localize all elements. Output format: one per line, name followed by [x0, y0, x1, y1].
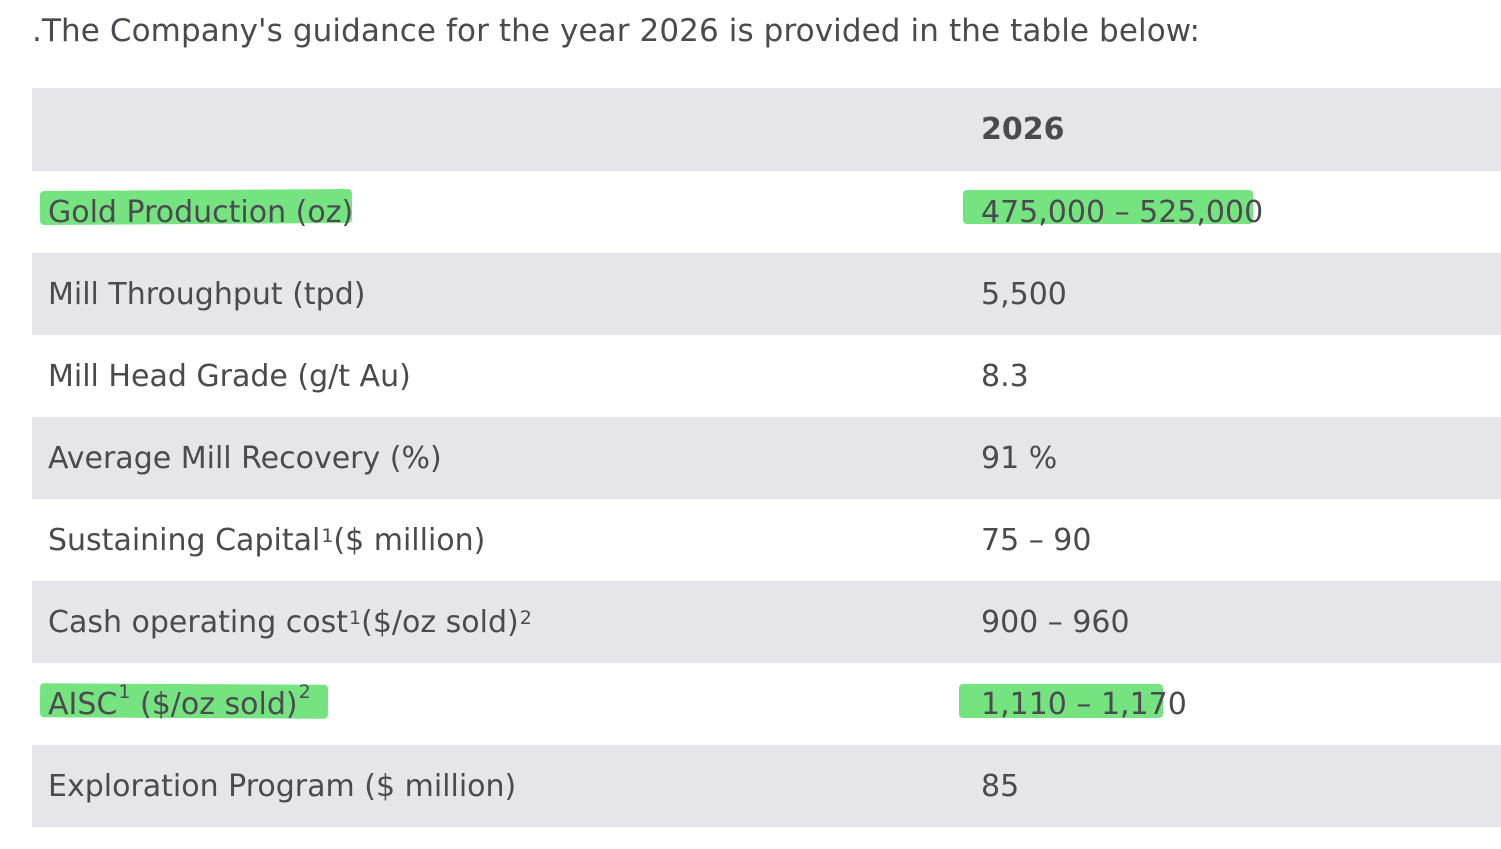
footnote-ref: 2	[298, 680, 311, 703]
table-row: Average Mill Recovery (%) 91 %	[32, 417, 1501, 499]
footnote-ref: 1	[118, 680, 131, 703]
row-value: 1,110 – 1,170	[981, 686, 1187, 722]
row-label: Gold Production (oz)	[48, 194, 354, 230]
row-label: Cash operating cost 1 ($/oz sold) 2	[48, 604, 532, 640]
guidance-table: 2026 Gold Production (oz) 475,000 – 525,…	[32, 88, 1501, 827]
table-row: Gold Production (oz) 475,000 – 525,000	[32, 171, 1501, 253]
table-row: Mill Throughput (tpd) 5,500	[32, 253, 1501, 335]
table-row: Sustaining Capital 1 ($ million) 75 – 90	[32, 499, 1501, 581]
footnote-ref: 1	[349, 606, 362, 629]
row-value: 900 – 960	[981, 604, 1130, 640]
intro-text: .The Company's guidance for the year 202…	[32, 13, 1201, 49]
row-label: AISC1 ($/oz sold)2	[48, 680, 311, 722]
footnote-ref: 1	[321, 524, 334, 547]
header-year: 2026	[981, 112, 1065, 147]
row-label: Mill Throughput (tpd)	[48, 276, 366, 312]
row-value: 91 %	[981, 440, 1058, 476]
row-label: Average Mill Recovery (%)	[48, 440, 442, 476]
highlight-mark	[959, 683, 1163, 718]
row-value: 5,500	[981, 276, 1067, 312]
footnote-ref: 2	[519, 606, 532, 629]
table-row: Exploration Program ($ million) 85	[32, 745, 1501, 827]
row-value: 75 – 90	[981, 522, 1092, 558]
row-value: 8.3	[981, 358, 1029, 394]
table-row: Cash operating cost 1 ($/oz sold) 2 900 – …	[32, 581, 1501, 663]
row-label: Exploration Program ($ million)	[48, 768, 517, 804]
row-label: Mill Head Grade (g/t Au)	[48, 358, 411, 394]
table-row: AISC1 ($/oz sold)2 1,110 – 1,170	[32, 663, 1501, 745]
table-row: Mill Head Grade (g/t Au) 8.3	[32, 335, 1501, 417]
row-value: 475,000 – 525,000	[981, 194, 1264, 230]
highlight-mark	[963, 189, 1253, 224]
row-value: 85	[981, 768, 1020, 804]
row-label: Sustaining Capital 1 ($ million)	[48, 522, 486, 558]
table-header-row: 2026	[32, 88, 1501, 171]
